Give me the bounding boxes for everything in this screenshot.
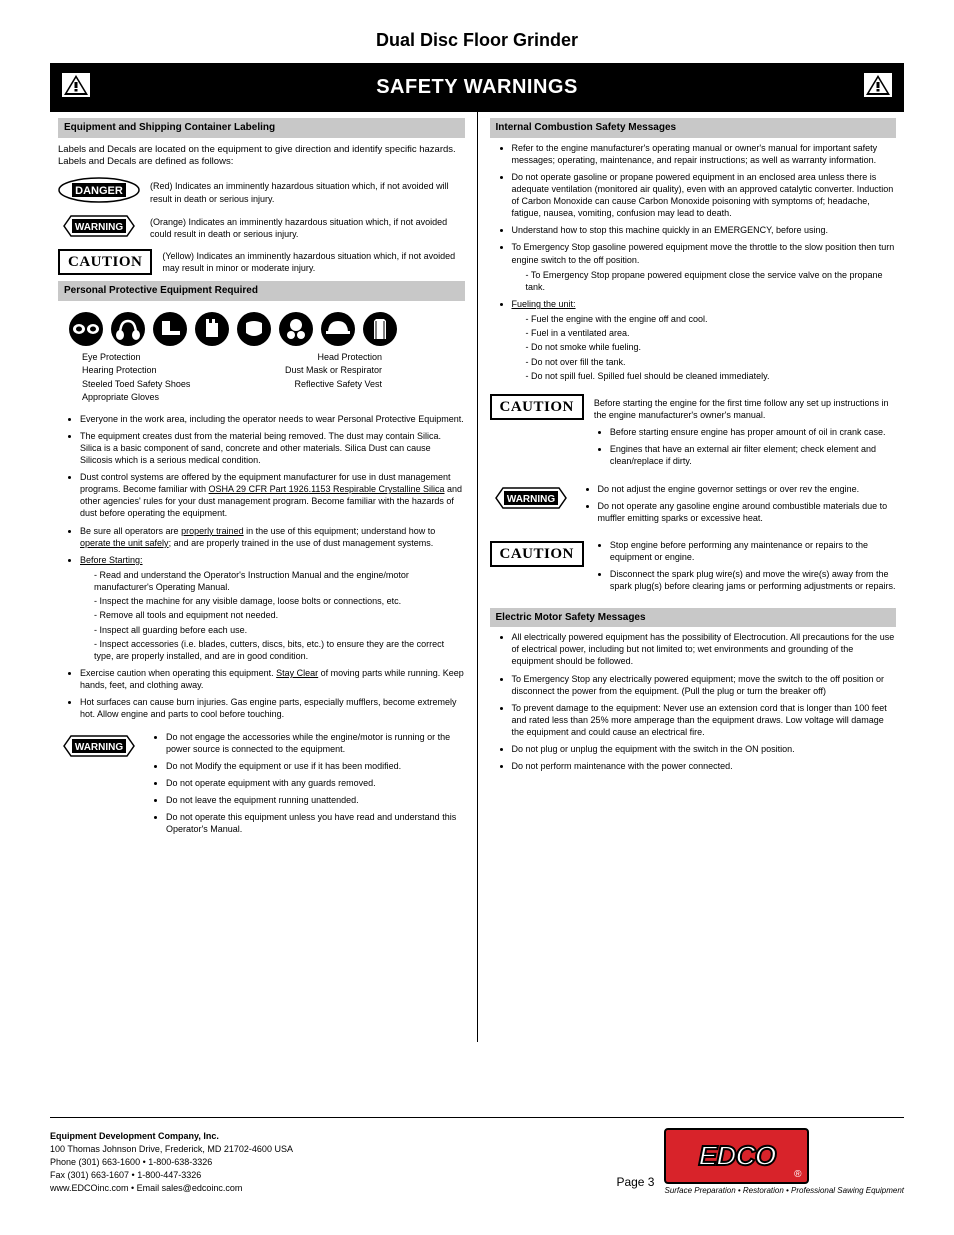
page-number: Page 3	[606, 1175, 664, 1195]
list-item: Engines that have an external air filter…	[610, 443, 896, 467]
list-item: Fueling the unit: Fuel the engine with t…	[512, 298, 897, 382]
warning-row: WARNING (Orange) Indicates an imminently…	[58, 213, 465, 244]
warning-badge-icon: WARNING	[490, 485, 572, 516]
hearing-icon	[110, 311, 146, 347]
vest-icon	[362, 311, 398, 347]
section-heading: Electric Motor Safety Messages	[490, 608, 897, 628]
list-item: Do not operate equipment with any guards…	[166, 777, 465, 789]
page-footer: Equipment Development Company, Inc. 100 …	[50, 1117, 904, 1195]
list-item: Disconnect the spark plug wire(s) and mo…	[610, 568, 896, 592]
section-heading: Equipment and Shipping Container Labelin…	[58, 118, 465, 138]
caution-row: CAUTION (Yellow) Indicates an imminently…	[58, 249, 465, 275]
footer-contact: Equipment Development Company, Inc. 100 …	[50, 1130, 606, 1195]
warning-triangle-icon	[62, 73, 90, 102]
hardhat-icon	[320, 311, 356, 347]
list-item: Refer to the engine manufacturer's opera…	[512, 142, 897, 166]
list-item: Do not leave the equipment running unatt…	[166, 794, 465, 806]
list-item: Do not operate gasoline or propane power…	[512, 171, 897, 220]
list-item: Before Starting: Read and understand the…	[80, 554, 465, 662]
list-item: Do not plug or unplug the equipment with…	[512, 743, 897, 755]
list-item: Dust control systems are offered by the …	[80, 471, 465, 520]
list-item: Be sure all operators are properly train…	[80, 525, 465, 549]
list-item: Everyone in the work area, including the…	[80, 413, 465, 425]
list-item: All electrically powered equipment has t…	[512, 631, 897, 667]
warning-block: WARNING Do not engage the accessories wh…	[58, 731, 465, 841]
list-item: Understand how to stop this machine quic…	[512, 224, 897, 236]
logo-tagline: Surface Preparation • Restoration • Prof…	[664, 1186, 904, 1195]
goggles-icon	[68, 311, 104, 347]
section-heading: Internal Combustion Safety Messages	[490, 118, 897, 138]
warning-badge-icon: WARNING	[58, 733, 140, 764]
list-item: Do not adjust the engine governor settin…	[598, 483, 897, 495]
list-item: To Emergency Stop any electrically power…	[512, 673, 897, 697]
list-item: Before starting ensure engine has proper…	[610, 426, 896, 438]
boots-icon	[152, 311, 188, 347]
warning-badge-icon: WARNING	[58, 213, 140, 244]
footer-logo-block: EDCO ® Surface Preparation • Restoration…	[664, 1128, 904, 1195]
caution-text: (Yellow) Indicates an imminently hazardo…	[162, 250, 464, 274]
banner-title: SAFETY WARNINGS	[90, 76, 864, 99]
list-item: The equipment creates dust from the mate…	[80, 430, 465, 466]
ppe-list: Eye ProtectionHead Protection Hearing Pr…	[58, 351, 465, 405]
page-title: Dual Disc Floor Grinder	[50, 30, 904, 51]
caution-badge-icon: CAUTION	[490, 541, 584, 567]
danger-badge-icon: DANGER	[58, 177, 140, 208]
electric-bullets: All electrically powered equipment has t…	[490, 631, 897, 772]
caution-block: CAUTION Stop engine before performing an…	[490, 539, 897, 598]
svg-text:WARNING: WARNING	[506, 494, 555, 505]
list-item: Hot surfaces can cause burn injuries. Ga…	[80, 696, 465, 720]
list-item: Do not operate any gasoline engine aroun…	[598, 500, 897, 524]
list-item: To prevent damage to the equipment: Neve…	[512, 702, 897, 738]
content-columns: Equipment and Shipping Container Labelin…	[50, 112, 904, 1042]
caution-badge-icon: CAUTION	[490, 394, 584, 420]
list-item: Do not operate this equipment unless you…	[166, 811, 465, 835]
caution-block: CAUTION Before starting the engine for t…	[490, 392, 897, 473]
warning-banner: SAFETY WARNINGS	[50, 63, 904, 112]
edco-logo: EDCO ®	[664, 1128, 809, 1184]
section-heading: Personal Protective Equipment Required	[58, 281, 465, 301]
combustion-bullets: Refer to the engine manufacturer's opera…	[490, 142, 897, 382]
list-item: Do not engage the accessories while the …	[166, 731, 465, 755]
list-item: Do not perform maintenance with the powe…	[512, 760, 897, 772]
warning-triangle-icon	[864, 73, 892, 102]
svg-text:DANGER: DANGER	[75, 185, 123, 197]
danger-text: (Red) Indicates an imminently hazardous …	[150, 180, 465, 204]
list-item: To Emergency Stop gasoline powered equip…	[512, 241, 897, 293]
face-shield-icon	[236, 311, 272, 347]
list-item: Exercise caution when operating this equ…	[80, 667, 465, 691]
list-item: Stop engine before performing any mainte…	[610, 539, 896, 563]
left-column: Equipment and Shipping Container Labelin…	[50, 112, 478, 1042]
warning-text: (Orange) Indicates an imminently hazardo…	[150, 216, 465, 240]
safety-bullets: Everyone in the work area, including the…	[58, 413, 465, 721]
warning-block: WARNING Do not adjust the engine governo…	[490, 483, 897, 529]
svg-text:WARNING: WARNING	[75, 222, 124, 233]
caution-badge-icon: CAUTION	[58, 249, 152, 275]
ppe-icon-row	[58, 305, 465, 351]
gloves-icon	[194, 311, 230, 347]
respirator-icon	[278, 311, 314, 347]
intro-text: Labels and Decals are located on the equ…	[58, 144, 465, 170]
danger-row: DANGER (Red) Indicates an imminently haz…	[58, 177, 465, 208]
svg-text:WARNING: WARNING	[75, 742, 124, 753]
right-column: Internal Combustion Safety Messages Refe…	[478, 112, 905, 1042]
list-item: Do not Modify the equipment or use if it…	[166, 760, 465, 772]
